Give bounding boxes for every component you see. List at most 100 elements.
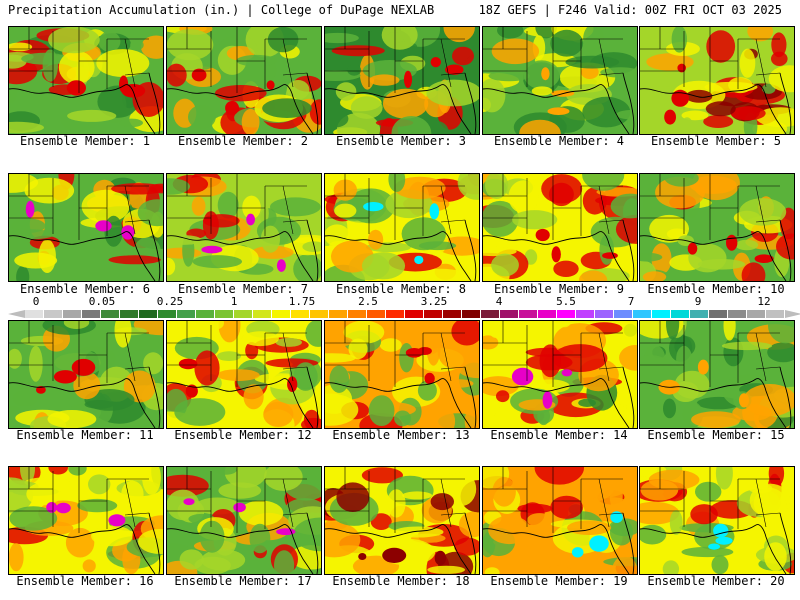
colorbar-swatch [44,310,63,318]
colorbar-swatch [652,310,671,318]
ensemble-map-panel [639,173,795,282]
precip-blob [600,67,637,78]
state-borders [483,321,624,387]
colorbar-swatch [63,310,82,318]
colorbar-swatch [443,310,462,318]
precip-blob [9,506,58,531]
precip-blob [123,370,156,403]
heavy-precip-blob [266,80,275,90]
state-borders [640,467,781,533]
precip-field-map [640,174,794,281]
precip-blob [329,365,349,393]
ensemble-map-panel [482,173,638,282]
state-borders [640,174,781,240]
ensemble-member-label: Ensemble Member: 20 [647,574,785,588]
precip-blob [167,489,200,521]
precip-blob [65,527,95,558]
colorbar-swatch [595,310,614,318]
heavy-precip-blob [713,523,729,538]
precip-blob [119,118,143,128]
precip-blob [188,104,216,130]
precip-blob [739,48,756,78]
heavy-precip-blob [46,502,58,513]
heavy-precip-blob [95,220,112,232]
precip-field-map [9,321,163,428]
precip-blob [679,117,695,134]
precip-blob [242,195,261,220]
precip-blob [512,210,558,230]
precip-blob [394,410,412,427]
precip-blob [646,53,694,71]
precip-blob [263,401,294,427]
precip-blob [387,489,406,518]
precip-field-map [167,174,321,281]
precip-blob [325,224,350,247]
precip-blob [325,353,356,363]
precip-blob [167,235,202,245]
run-info: 18Z GEFS | F246 Valid: 00Z FRI OCT 03 20… [478,3,782,17]
heavy-precip-blob [715,536,733,545]
precip-blob [167,63,187,87]
colorbar-swatch [234,310,253,318]
precip-blob [491,253,519,277]
precip-blob [9,121,44,134]
precip-blob [238,500,284,526]
precip-blob [325,110,349,128]
precip-field-map [167,467,321,574]
precip-blob [143,352,163,375]
heavy-precip-blob [754,254,774,263]
ensemble-map-panel [324,26,480,135]
heavy-precip-blob [225,101,239,115]
precip-blob [557,321,572,328]
colorbar-swatch [538,310,557,318]
coastline [9,366,161,428]
precip-blob [537,407,550,426]
heavy-precip-blob [66,80,86,96]
precip-blob [430,493,454,511]
precip-blob [217,351,241,361]
precip-field-map [167,27,321,134]
precip-blob [619,345,637,371]
precip-blob [48,27,100,54]
state-borders [9,467,150,533]
precip-blob [688,243,727,273]
precip-blob [715,467,733,490]
heavy-precip-blob [664,109,676,125]
precip-blob [485,174,509,199]
precip-blob [210,321,224,330]
precip-blob [534,467,584,485]
heavy-precip-blob [233,502,246,513]
precip-field-map [9,174,163,281]
precip-blob [217,191,239,219]
precip-blob [194,556,231,574]
heavy-precip-blob [434,550,447,566]
precip-blob [9,543,24,572]
precip-field-map [325,467,479,574]
precip-field-map [640,27,794,134]
heavy-precip-blob [287,376,298,392]
precip-blob [305,321,321,347]
heavy-precip-blob [739,393,749,408]
heavy-precip-blob [571,547,584,558]
heavy-precip-blob [445,64,464,75]
ensemble-member-label: Ensemble Member: 19 [490,574,628,588]
precip-blob [552,344,608,373]
precip-blob [361,467,403,484]
precip-blob [615,214,637,244]
precip-blob [650,76,676,87]
precip-field-map [640,321,794,428]
colorbar [25,310,785,318]
ensemble-member-label: Ensemble Member: 5 [650,134,782,148]
colorbar-swatch [462,310,481,318]
state-borders [325,321,466,387]
precip-blob [213,467,238,475]
precip-blob [108,255,161,265]
precip-blob [9,174,39,193]
colorbar-swatch [177,310,196,318]
precip-field-map [325,321,479,428]
colorbar-swatch [519,310,538,318]
state-borders [483,467,624,533]
precip-blob [730,106,766,121]
heavy-precip-blob [511,367,534,386]
precip-blob [399,343,414,373]
